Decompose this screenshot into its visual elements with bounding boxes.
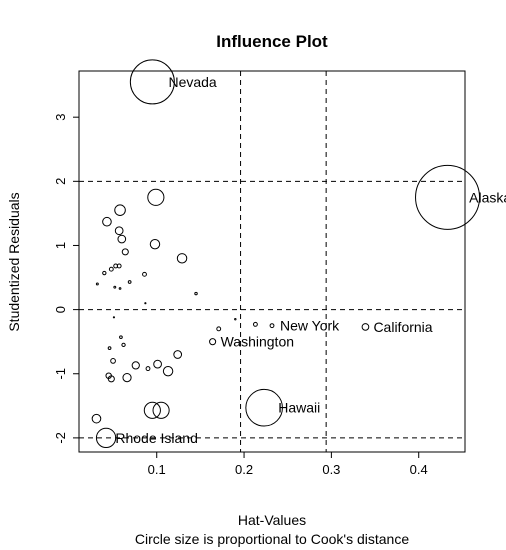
y-axis: -2 -1 0 1 2 3 xyxy=(53,114,79,444)
data-point xyxy=(91,413,102,424)
x-tick-label: 0.2 xyxy=(235,462,253,477)
data-point xyxy=(114,204,126,216)
data-point xyxy=(102,216,112,227)
data-point xyxy=(252,321,258,327)
data-point xyxy=(145,366,151,372)
y-tick-label: -1 xyxy=(53,368,68,380)
data-point xyxy=(127,280,132,284)
data-point xyxy=(108,266,114,272)
x-tick-label: 0.4 xyxy=(410,462,428,477)
data-point xyxy=(361,323,370,331)
point-label: Hawaii xyxy=(278,400,320,416)
x-axis-label: Hat-Values xyxy=(238,512,306,528)
y-tick-label: -2 xyxy=(53,432,68,444)
data-point xyxy=(245,388,283,427)
data-point xyxy=(117,234,127,244)
x-tick-label: 0.3 xyxy=(322,462,340,477)
data-point xyxy=(121,342,126,348)
data-point xyxy=(149,238,161,250)
data-points xyxy=(91,59,481,449)
data-point xyxy=(107,375,115,383)
y-tick-label: 2 xyxy=(53,178,68,185)
data-point xyxy=(116,263,122,269)
y-axis-label: Studentized Residuals xyxy=(6,192,22,331)
data-point xyxy=(118,287,122,290)
data-point xyxy=(153,359,162,369)
data-point xyxy=(112,316,116,319)
data-point xyxy=(131,361,140,370)
data-point xyxy=(121,248,129,256)
data-point xyxy=(110,358,116,364)
data-point xyxy=(269,323,275,329)
data-point xyxy=(143,401,161,419)
data-point xyxy=(147,188,165,206)
data-point xyxy=(176,253,188,264)
point-label: Nevada xyxy=(168,74,216,90)
data-point xyxy=(95,427,117,449)
data-point xyxy=(113,285,117,289)
reference-lines xyxy=(79,71,465,452)
point-label: California xyxy=(373,319,432,335)
y-tick-label: 3 xyxy=(53,114,68,121)
plot-frame xyxy=(78,70,466,453)
point-label: Rhode Island xyxy=(115,430,198,446)
chart-title: Influence Plot xyxy=(216,32,328,51)
point-labels: Nevada Alaska Hawaii Rhode Island Washington… xyxy=(115,74,506,446)
data-point xyxy=(122,373,132,383)
data-point xyxy=(107,346,112,350)
x-tick-label: 0.1 xyxy=(148,462,166,477)
data-point xyxy=(415,164,481,230)
y-tick-label: 0 xyxy=(53,306,68,313)
data-point xyxy=(234,317,237,321)
y-tick-label: 1 xyxy=(53,242,68,249)
data-point xyxy=(216,326,222,332)
x-axis: 0.1 0.2 0.3 0.4 xyxy=(148,452,428,477)
point-label: New York xyxy=(280,318,340,334)
data-point xyxy=(142,271,147,277)
data-point xyxy=(119,335,123,340)
data-point xyxy=(95,282,99,286)
data-point xyxy=(144,302,147,305)
data-point xyxy=(152,401,170,419)
data-point xyxy=(102,270,107,276)
data-point xyxy=(114,226,124,236)
data-point xyxy=(162,365,174,377)
data-point xyxy=(129,59,175,105)
chart-subtitle: Circle size is proportional to Cook's di… xyxy=(135,531,409,547)
data-point xyxy=(173,350,183,359)
point-label: Alaska xyxy=(469,189,506,205)
data-point xyxy=(194,291,198,296)
point-label: Washington xyxy=(221,334,294,350)
data-point xyxy=(209,338,217,346)
